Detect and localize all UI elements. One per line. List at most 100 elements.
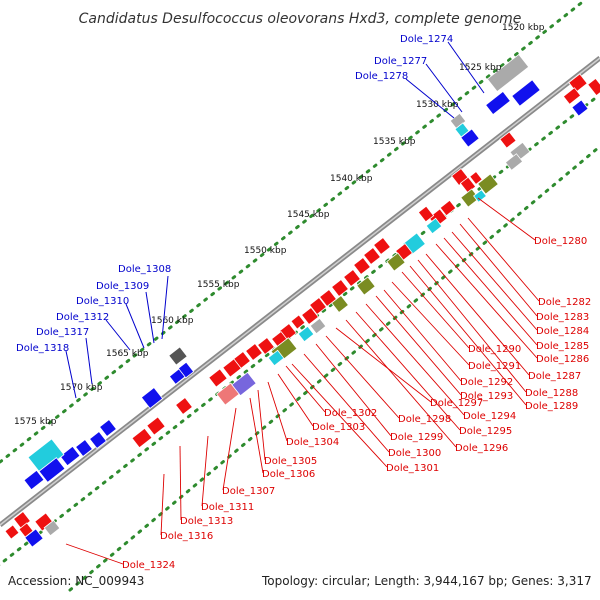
gene-label[interactable]: Dole_1287 — [528, 371, 581, 382]
gene-feature[interactable] — [343, 269, 361, 287]
gene-feature[interactable] — [99, 419, 117, 437]
gene-feature[interactable] — [319, 289, 337, 307]
gene-feature[interactable] — [18, 522, 34, 538]
gene-feature[interactable] — [504, 153, 524, 171]
gene-feature[interactable] — [425, 217, 443, 235]
gene-label[interactable]: Dole_1307 — [222, 486, 275, 497]
gene-feature[interactable] — [222, 358, 242, 378]
tick-label: 1575 kbp — [14, 417, 57, 427]
gene-feature[interactable] — [353, 257, 371, 275]
gene-label[interactable]: Dole_1324 — [122, 560, 175, 571]
gene-feature[interactable] — [38, 457, 66, 483]
leader-line — [267, 381, 288, 442]
gene-label[interactable]: Dole_1285 — [536, 341, 589, 352]
gene-label[interactable]: Dole_1286 — [536, 354, 589, 365]
gene-feature[interactable] — [373, 237, 391, 255]
gene-label[interactable]: Dole_1303 — [312, 422, 365, 433]
gene-feature[interactable] — [267, 349, 285, 367]
gene-label[interactable]: Dole_1305 — [264, 456, 317, 467]
gene-label[interactable]: Dole_1310 — [76, 296, 129, 307]
gene-label[interactable]: Dole_1309 — [96, 281, 149, 292]
gene-label[interactable]: Dole_1318 — [16, 343, 69, 354]
gene-feature[interactable] — [43, 519, 61, 537]
gene-feature[interactable] — [499, 131, 517, 149]
gene-label[interactable]: Dole_1299 — [390, 432, 443, 443]
gene-label[interactable]: Dole_1295 — [459, 426, 512, 437]
gene-feature[interactable] — [89, 431, 107, 449]
tick-label: 1535 kbp — [373, 137, 416, 147]
leader-line — [161, 275, 169, 340]
gene-feature[interactable] — [23, 469, 45, 491]
gene-label[interactable]: Dole_1289 — [525, 401, 578, 412]
gene-label[interactable]: Dole_1301 — [386, 463, 439, 474]
gene-feature[interactable] — [477, 173, 499, 195]
gene-feature[interactable] — [75, 439, 93, 457]
gene-feature[interactable] — [177, 361, 195, 379]
gene-label[interactable]: Dole_1306 — [262, 469, 315, 480]
gene-label[interactable]: Dole_1282 — [538, 297, 591, 308]
gene-label[interactable]: Dole_1312 — [56, 312, 109, 323]
gene-label[interactable]: Dole_1294 — [463, 411, 516, 422]
gene-label[interactable]: Dole_1293 — [460, 391, 513, 402]
gene-label[interactable]: Dole_1308 — [118, 264, 171, 275]
gene-feature[interactable] — [309, 297, 327, 315]
gene-label[interactable]: Dole_1300 — [388, 448, 441, 459]
gene-feature[interactable] — [356, 276, 376, 296]
gene-label[interactable]: Dole_1278 — [355, 71, 408, 82]
gene-feature[interactable] — [297, 325, 315, 343]
gene-feature[interactable] — [245, 343, 263, 361]
gene-feature[interactable] — [460, 128, 480, 148]
gene-feature[interactable] — [231, 371, 257, 397]
gene-feature[interactable] — [469, 171, 483, 185]
gene-feature[interactable] — [331, 279, 349, 297]
gene-feature[interactable] — [59, 445, 81, 467]
gene-label[interactable]: Dole_1316 — [160, 531, 213, 542]
gene-feature[interactable] — [175, 397, 193, 415]
gene-feature[interactable] — [568, 73, 588, 93]
gene-feature[interactable] — [168, 346, 188, 366]
gene-feature[interactable] — [4, 524, 20, 540]
gene-feature[interactable] — [473, 189, 487, 203]
gene-label[interactable]: Dole_1292 — [460, 377, 513, 388]
gene-feature[interactable] — [571, 99, 589, 117]
gene-label[interactable]: Dole_1283 — [536, 312, 589, 323]
leader-line — [257, 389, 266, 461]
gene-feature[interactable] — [363, 247, 381, 265]
leader-line — [435, 243, 538, 359]
gene-feature[interactable] — [290, 314, 306, 330]
gene-feature[interactable] — [587, 77, 600, 97]
gene-feature[interactable] — [485, 90, 511, 116]
gene-label[interactable]: Dole_1304 — [286, 437, 339, 448]
gene-label[interactable]: Dole_1280 — [534, 236, 587, 247]
gene-feature[interactable] — [562, 87, 582, 105]
gene-label[interactable]: Dole_1296 — [455, 443, 508, 454]
gene-label[interactable]: Dole_1284 — [536, 326, 589, 337]
gene-feature[interactable] — [301, 307, 319, 325]
gene-feature[interactable] — [208, 368, 228, 388]
gene-feature[interactable] — [309, 317, 327, 335]
gene-feature[interactable] — [439, 199, 457, 217]
tick-label: 1550 kbp — [244, 246, 287, 256]
gene-label[interactable]: Dole_1298 — [398, 414, 451, 425]
gene-label[interactable]: Dole_1288 — [525, 388, 578, 399]
gene-feature[interactable] — [140, 386, 164, 410]
gene-label[interactable]: Dole_1311 — [201, 502, 254, 513]
gene-feature[interactable] — [460, 188, 480, 208]
gene-feature[interactable] — [146, 416, 166, 436]
gene-label[interactable]: Dole_1313 — [180, 516, 233, 527]
gene-feature[interactable] — [131, 427, 153, 449]
gene-label[interactable]: Dole_1297 — [430, 398, 483, 409]
gene-feature[interactable] — [417, 205, 435, 223]
gene-feature[interactable] — [386, 252, 406, 272]
leader-line — [201, 435, 209, 507]
gene-feature[interactable] — [511, 79, 541, 107]
gene-label[interactable]: Dole_1274 — [400, 34, 453, 45]
gene-label[interactable]: Dole_1290 — [468, 344, 521, 355]
gene-label[interactable]: Dole_1277 — [374, 56, 427, 67]
gene-label[interactable]: Dole_1317 — [36, 327, 89, 338]
gene-feature[interactable] — [486, 53, 530, 93]
gene-label[interactable]: Dole_1291 — [468, 361, 521, 372]
gene-feature[interactable] — [257, 337, 275, 355]
gene-label[interactable]: Dole_1302 — [324, 408, 377, 419]
